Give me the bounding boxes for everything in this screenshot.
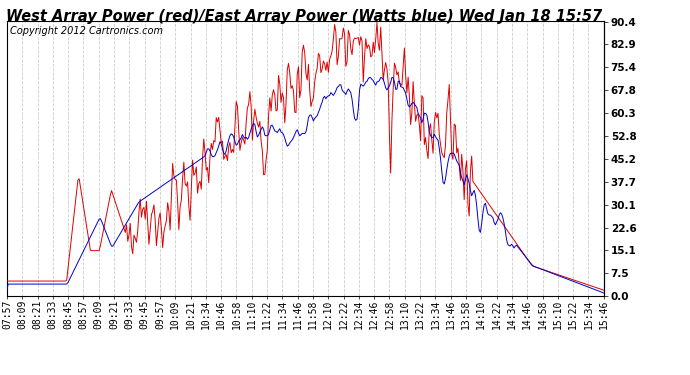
Text: Copyright 2012 Cartronics.com: Copyright 2012 Cartronics.com xyxy=(10,26,163,36)
Text: West Array Power (red)/East Array Power (Watts blue) Wed Jan 18 15:57: West Array Power (red)/East Array Power … xyxy=(6,9,602,24)
